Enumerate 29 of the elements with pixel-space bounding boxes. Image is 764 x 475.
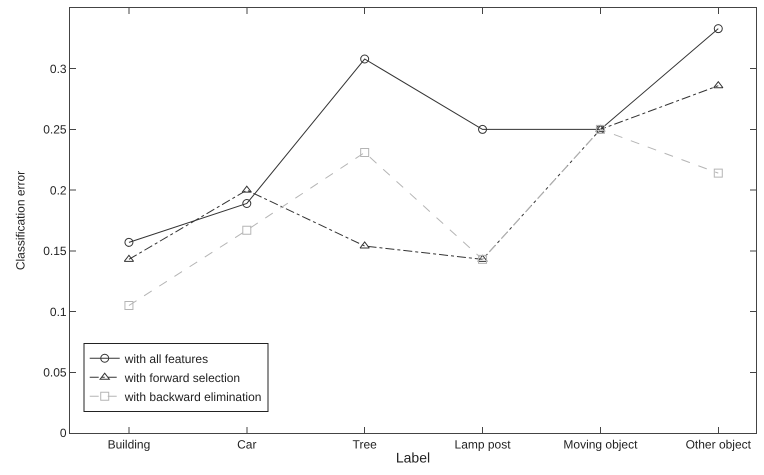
legend-label: with all features	[124, 352, 208, 366]
point	[714, 24, 723, 34]
point	[242, 199, 252, 208]
x-tick-label: Car	[237, 437, 256, 452]
y-tick-label: 0.25	[43, 122, 67, 137]
x-axis-title: Label	[396, 450, 430, 466]
point	[478, 124, 488, 134]
point	[713, 81, 724, 88]
y-tick-label: 0.3	[50, 62, 67, 76]
y-tick-label: 0.05	[43, 365, 67, 380]
legend-label: with forward selection	[124, 370, 240, 385]
x-tick-label: Tree	[352, 437, 378, 452]
legend-label: with backward elimination	[124, 390, 262, 404]
x-tick-label: Lamp post	[454, 437, 512, 452]
x-tick-label: Other object	[686, 437, 752, 452]
point	[360, 148, 370, 157]
point	[242, 226, 252, 235]
point	[124, 238, 134, 247]
point	[242, 186, 252, 193]
x-tick-label: Moving object	[563, 437, 638, 452]
y-tick-label: 0.2	[50, 183, 67, 198]
y-tick-label: 0	[60, 426, 67, 440]
point	[360, 54, 370, 64]
y-axis-title: Classification error	[14, 170, 28, 270]
y-tick-label: 0.1	[50, 304, 67, 319]
point	[714, 168, 723, 178]
y-tick-label: 0.15	[43, 244, 67, 258]
point	[124, 301, 134, 310]
x-tick-label: Building	[108, 437, 150, 452]
